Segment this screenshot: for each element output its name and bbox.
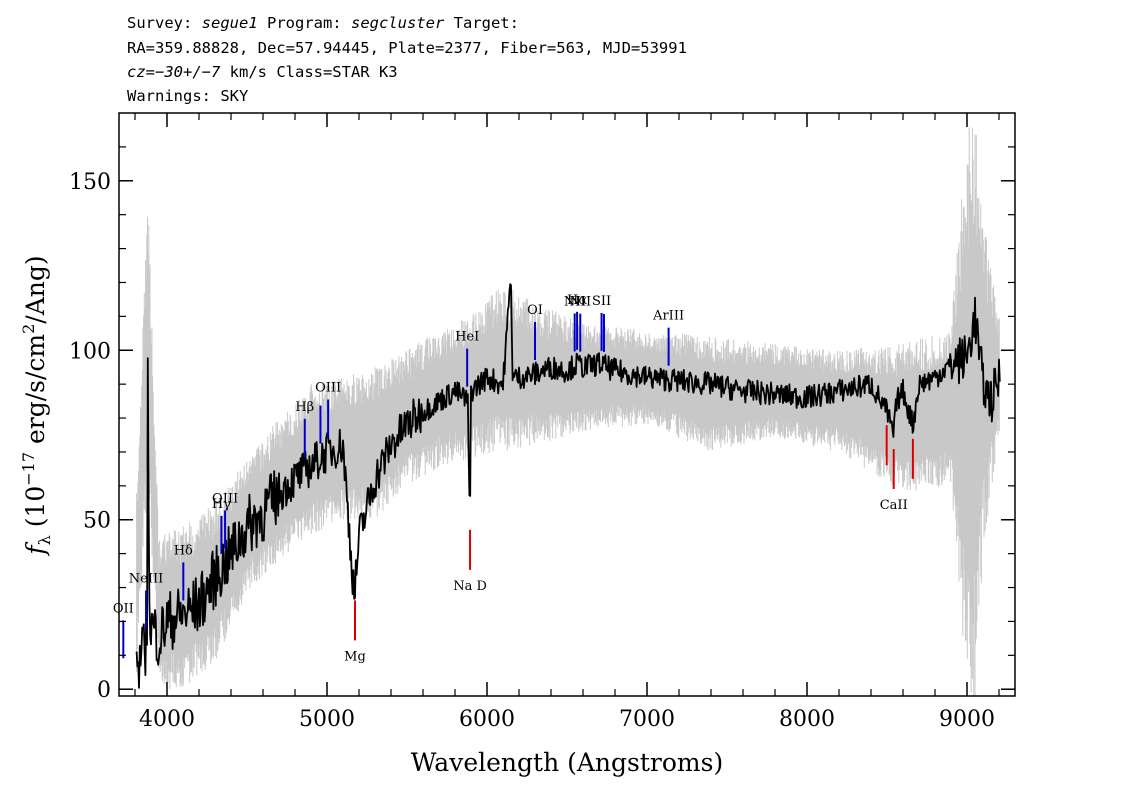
- emission-line-label: ArIII: [652, 309, 684, 324]
- emission-line-label: NeIII: [129, 571, 163, 586]
- emission-line-label: OII: [113, 601, 134, 616]
- absorption-line-label: Mg: [344, 649, 366, 664]
- emission-line-label: OIII: [212, 491, 238, 506]
- header-survey-prefix: Survey:: [127, 14, 202, 32]
- x-axis-title: Wavelength (Angstroms): [411, 748, 723, 777]
- emission-line-label: OI: [527, 303, 543, 318]
- emission-line-label: NII: [569, 295, 591, 310]
- header-program-prefix: Program:: [257, 14, 351, 32]
- emission-line-label: OIII: [315, 380, 341, 395]
- header-line-3: cz=−30+/−7 km/s Class=STAR K3: [127, 61, 398, 83]
- plot-frame: [118, 112, 1016, 697]
- emission-line-label: NII: [564, 294, 586, 309]
- absorption-line-label: CaII: [880, 498, 908, 513]
- y-tick-label: 50: [83, 509, 111, 534]
- x-tick-label: 9000: [939, 707, 995, 732]
- y-axis-title: fλ (10−17 erg/s/cm2/Ang): [19, 255, 54, 556]
- emission-line-label: Hβ: [295, 400, 314, 415]
- svg-text:fλ (10−17 erg/s/cm2/Ang): fλ (10−17 erg/s/cm2/Ang): [19, 255, 54, 556]
- y-tick-label: 0: [97, 678, 111, 703]
- x-tick-label: 4000: [139, 707, 195, 732]
- header-class: km/s Class=STAR K3: [220, 63, 398, 81]
- flux-series: [135, 283, 1001, 689]
- header-target-label: Target:: [444, 14, 519, 32]
- emission-line-label: HeI: [455, 330, 479, 345]
- x-tick-label: 7000: [619, 707, 675, 732]
- header-survey-name: segue1: [201, 14, 258, 32]
- header-line-4: Warnings: SKY: [127, 87, 249, 105]
- error-series: [136, 127, 1000, 696]
- emission-line-label: SII: [592, 294, 611, 309]
- header-redshift: cz=−30+/−7: [127, 63, 221, 81]
- y-tick-label: 100: [69, 339, 111, 364]
- emission-line-label: Hδ: [174, 543, 193, 558]
- x-tick-label: 6000: [459, 707, 515, 732]
- emission-line-label: Hγ: [212, 497, 231, 512]
- x-tick-label: 8000: [779, 707, 835, 732]
- x-tick-label: 5000: [299, 707, 355, 732]
- header-line-1: Survey: segue1 Program: segcluster Targe…: [127, 12, 519, 34]
- absorption-line-label: Na D: [453, 579, 487, 594]
- y-tick-label: 150: [69, 170, 111, 195]
- emission-line-label: Hα: [567, 293, 587, 308]
- header-program-name: segcluster: [350, 14, 445, 32]
- header-line-2: RA=359.88828, Dec=57.94445, Plate=2377, …: [127, 39, 687, 57]
